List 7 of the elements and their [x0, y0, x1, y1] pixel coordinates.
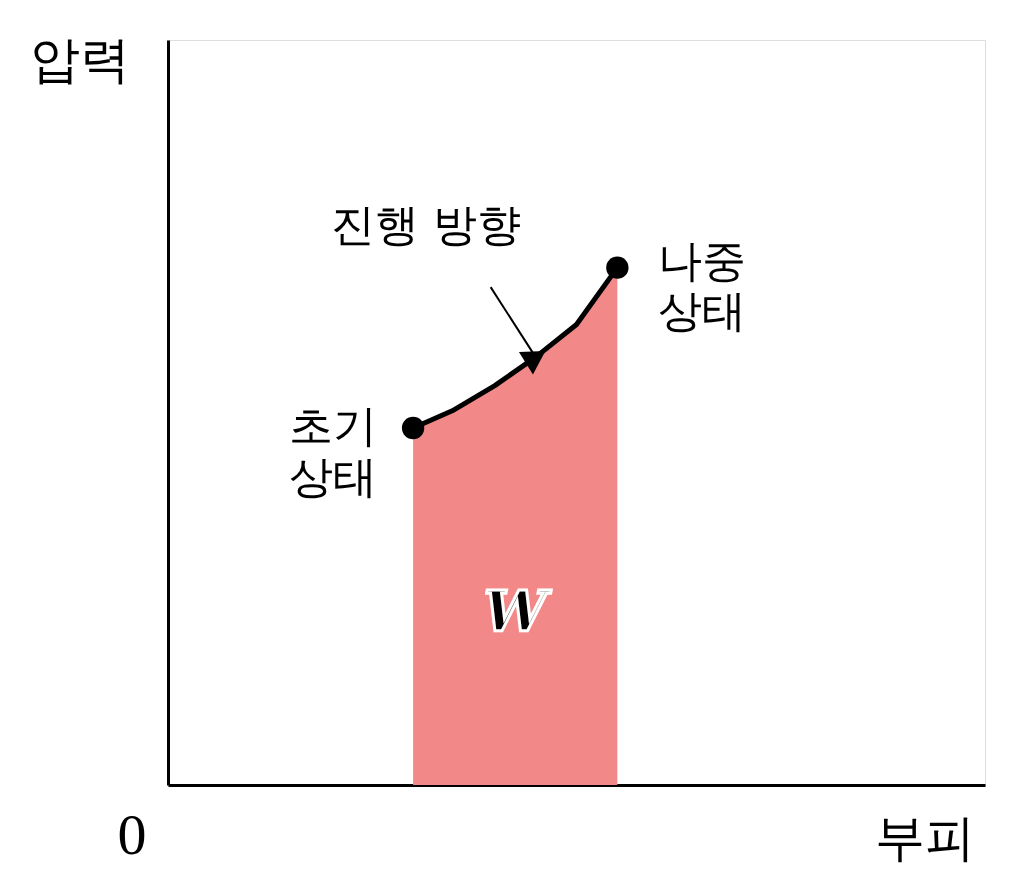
- text: 진행 방향: [330, 199, 521, 251]
- y-axis-title: 압력: [30, 31, 130, 89]
- x-axis-title: 부피: [875, 809, 975, 867]
- annotation: 초기 상태: [289, 400, 378, 502]
- annotation: W: [483, 577, 552, 644]
- text: 0: [117, 802, 147, 867]
- annotation: 나중 상태: [658, 234, 747, 337]
